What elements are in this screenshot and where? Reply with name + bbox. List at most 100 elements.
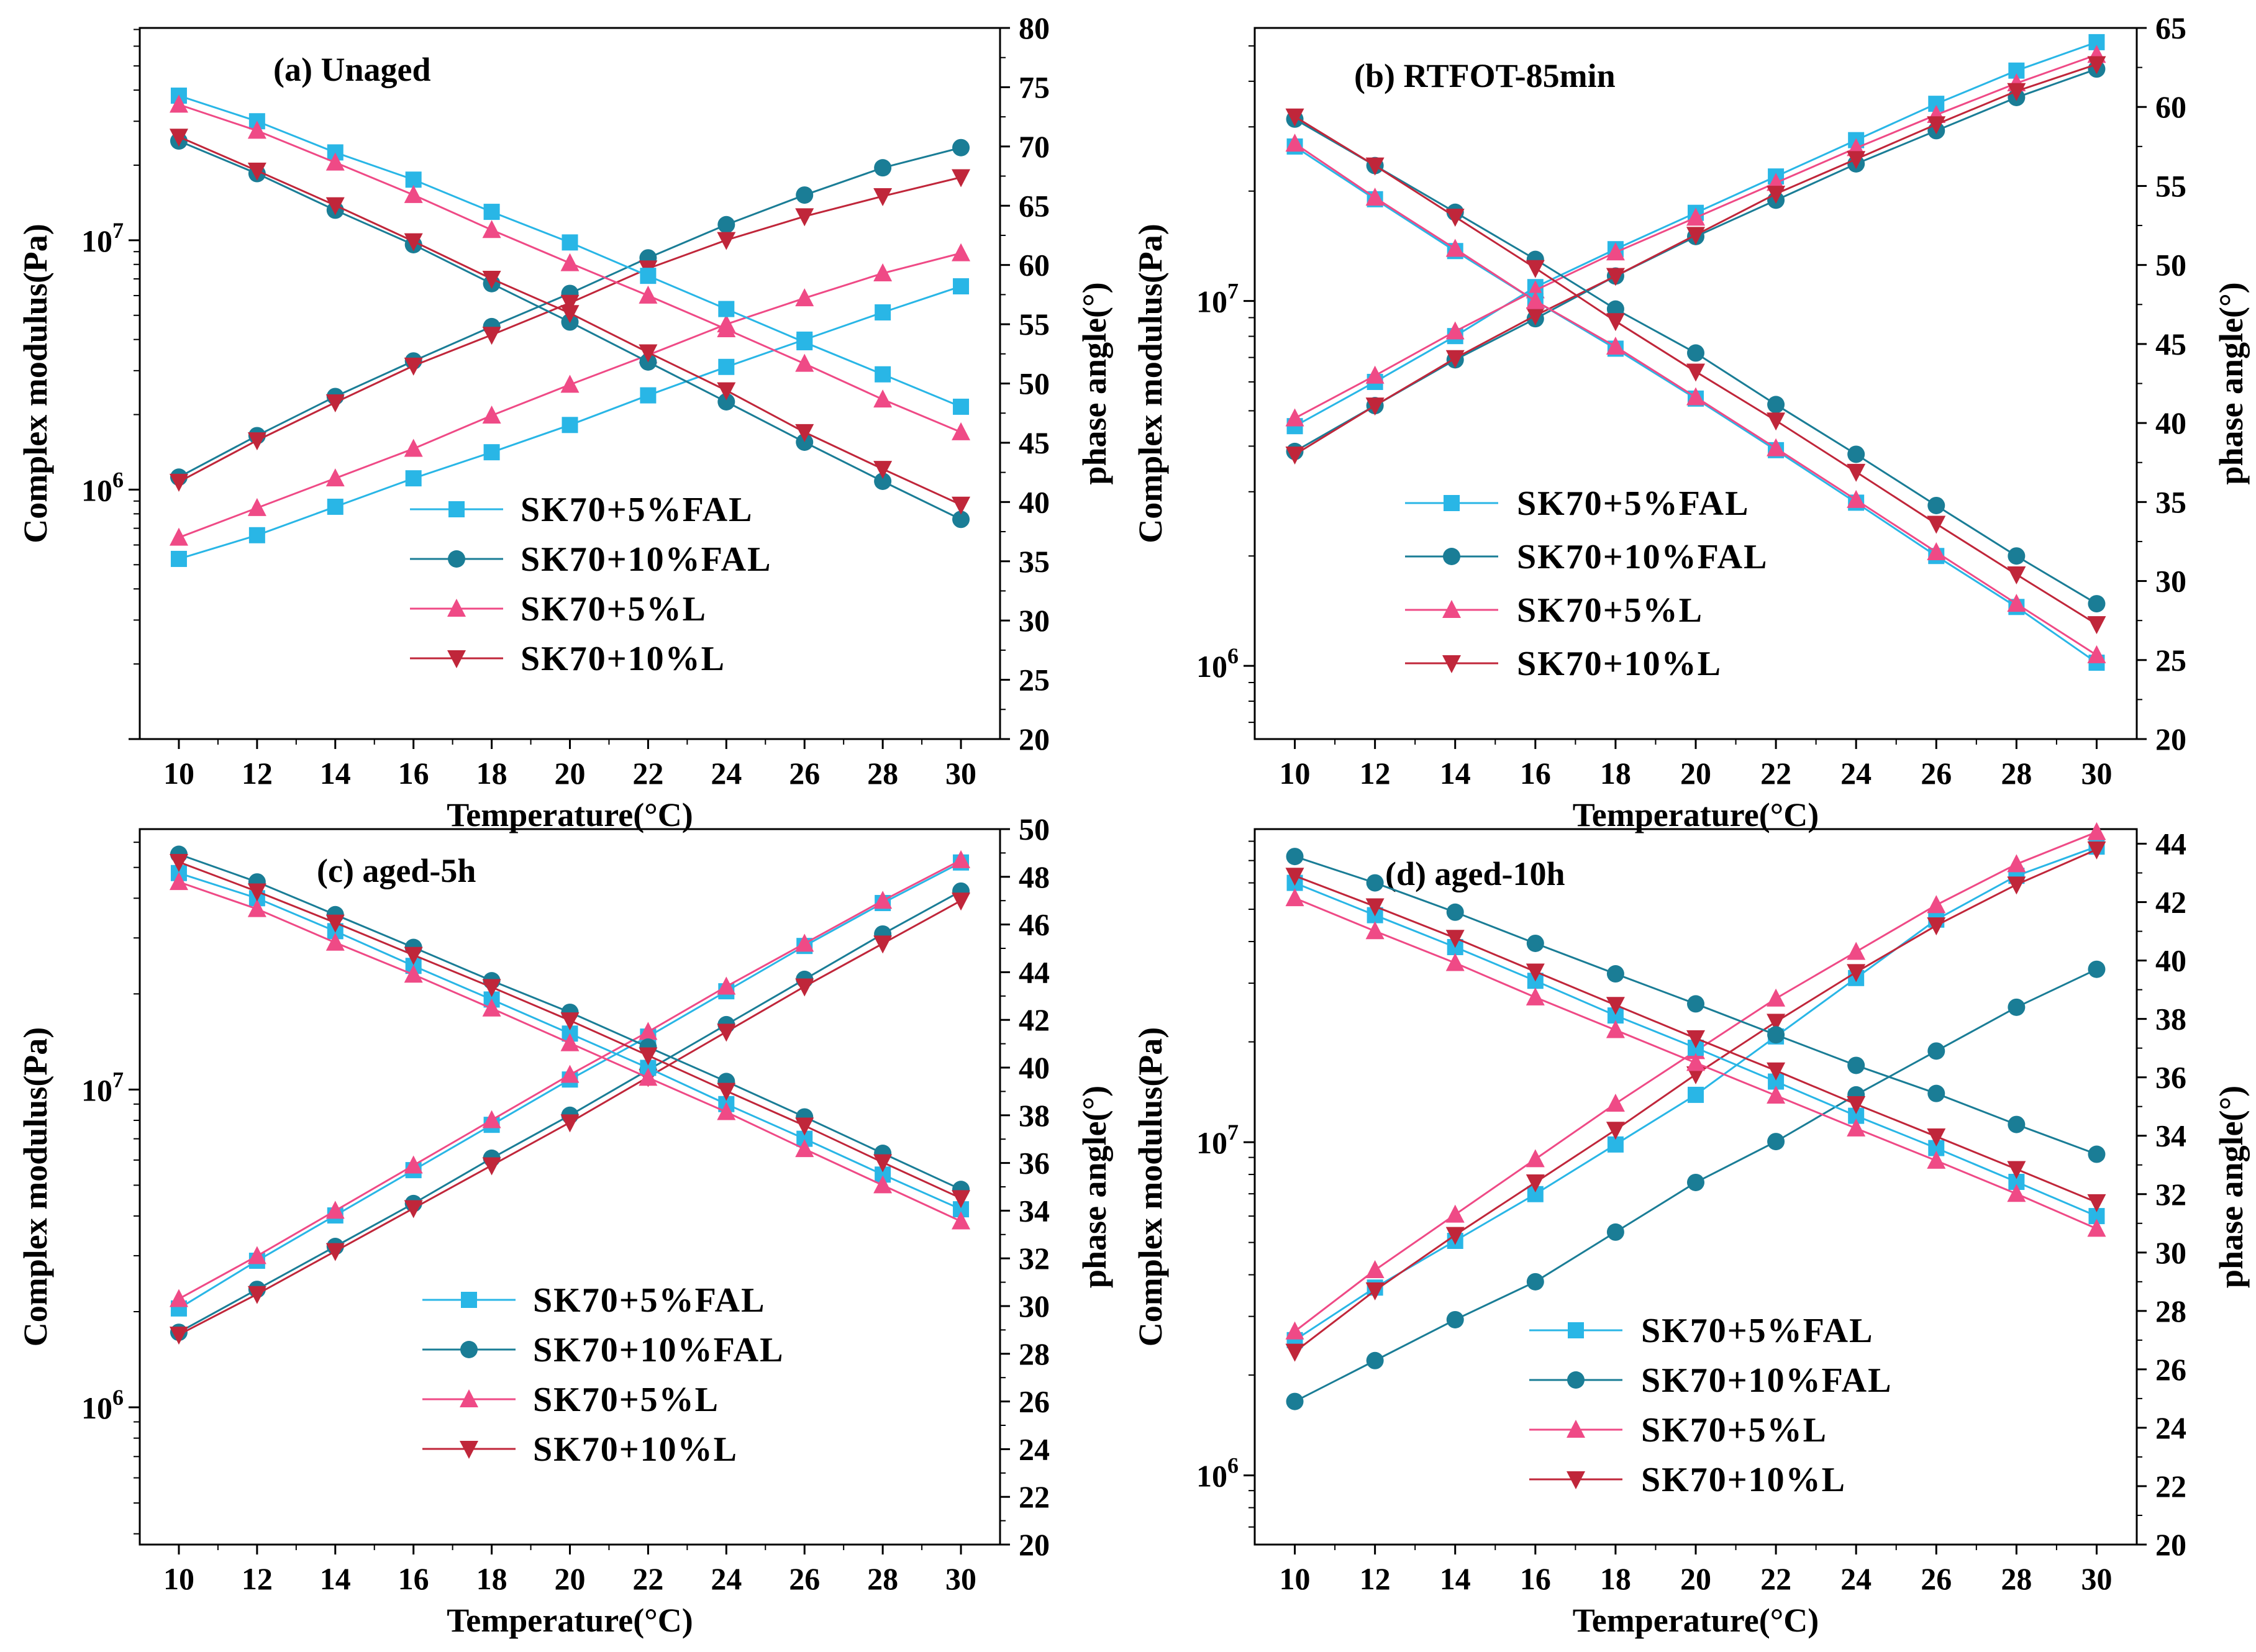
y2-tick-label: 34 xyxy=(1019,1193,1050,1228)
phase-data-point xyxy=(2088,960,2106,978)
y2-tick-label: 30 xyxy=(2155,564,2186,599)
modulus-data-point xyxy=(560,1012,580,1031)
y2-tick-label: 35 xyxy=(2155,484,2186,519)
x-tick-label: 22 xyxy=(632,1561,663,1596)
x-tick-label: 16 xyxy=(1520,756,1551,791)
x-tick-label: 18 xyxy=(1600,756,1631,791)
modulus-data-point xyxy=(795,353,814,372)
modulus-data-point xyxy=(717,1102,736,1120)
modulus-data-point xyxy=(1686,1053,1705,1071)
phase-data-point xyxy=(2007,83,2026,101)
modulus-data-point xyxy=(1286,848,1304,866)
phase-data-point xyxy=(1526,307,1545,326)
modulus-data-point xyxy=(1445,209,1465,227)
phase-data-point xyxy=(483,444,500,461)
modulus-data-point xyxy=(874,473,892,491)
modulus-data-point xyxy=(1285,888,1304,907)
phase-data-point xyxy=(1767,988,1786,1007)
modulus-data-point xyxy=(169,872,188,891)
legend-label: SK70+10%FAL xyxy=(1641,1361,1892,1400)
x-tick-label: 20 xyxy=(555,756,586,791)
modulus-data-point xyxy=(247,883,266,902)
x-tick-label: 18 xyxy=(1600,1561,1631,1596)
phase-data-point xyxy=(952,850,971,868)
modulus-data-point xyxy=(1767,438,1786,456)
modulus-data-point xyxy=(404,184,423,203)
modulus-data-point xyxy=(2087,1219,2106,1237)
legend-marker xyxy=(1567,1471,1585,1489)
y2-tick-label: 45 xyxy=(2155,327,2186,361)
phase-data-point xyxy=(1847,964,1866,983)
legend-label: SK70+10%L xyxy=(533,1430,738,1469)
phase-data-point xyxy=(2008,998,2026,1016)
modulus-data-point xyxy=(1927,1150,1946,1169)
phase-data-point xyxy=(169,473,188,492)
phase-data-point xyxy=(1285,1321,1304,1340)
modulus-data-point xyxy=(795,424,814,442)
y-axis-title: Complex modulus(Pa) xyxy=(17,224,54,543)
y2-tick-label: 26 xyxy=(2155,1352,2186,1387)
modulus-data-point xyxy=(560,253,580,271)
phase-data-point xyxy=(325,1200,345,1219)
y2-tick-label: 40 xyxy=(2155,943,2186,978)
modulus-data-point xyxy=(1606,1020,1625,1038)
modulus-data-point xyxy=(404,946,423,965)
modulus-data-point xyxy=(1526,963,1545,982)
modulus-data-point xyxy=(795,1139,814,1158)
phase-data-point xyxy=(873,263,893,282)
modulus-data-point xyxy=(1687,344,1704,362)
y2-tick-label: 50 xyxy=(1019,366,1050,401)
legend-marker xyxy=(1442,600,1461,618)
x-tick-label: 24 xyxy=(1840,1561,1872,1596)
x-tick-label: 26 xyxy=(789,1561,820,1596)
y2-tick-label: 35 xyxy=(1019,544,1050,579)
legend-marker xyxy=(1443,548,1460,565)
modulus-data-point xyxy=(560,1033,580,1051)
modulus-data-point xyxy=(717,382,736,401)
phase-data-point xyxy=(1526,1273,1544,1291)
phase-data-point xyxy=(562,417,578,433)
phase-data-point xyxy=(169,1289,188,1307)
modulus-data-point xyxy=(639,1068,658,1086)
x-tick-label: 30 xyxy=(945,1561,976,1596)
phase-data-point xyxy=(1365,397,1385,416)
modulus-data-point xyxy=(2088,1145,2106,1163)
modulus-data-point xyxy=(1767,1062,1786,1081)
modulus-data-point xyxy=(325,914,345,933)
modulus-data-point xyxy=(1847,1118,1866,1137)
y2-tick-label: 34 xyxy=(2155,1119,2186,1153)
modulus-data-point xyxy=(1927,515,1946,534)
phase-data-point xyxy=(247,497,266,516)
phase-data-point xyxy=(1366,1351,1384,1369)
phase-data-point xyxy=(1686,207,1705,226)
phase-data-point xyxy=(404,357,423,376)
y2-tick-label: 38 xyxy=(1019,1098,1050,1133)
phase-data-point xyxy=(717,1023,736,1042)
x-tick-label: 22 xyxy=(632,756,663,791)
x-tick-label: 28 xyxy=(867,1561,898,1596)
phase-data-point xyxy=(1927,895,1946,914)
phase-data-point xyxy=(404,1200,423,1219)
legend-marker xyxy=(1567,1371,1585,1389)
modulus-data-point xyxy=(796,334,813,351)
modulus-data-point xyxy=(717,393,735,411)
x-tick-label: 12 xyxy=(242,1561,273,1596)
modulus-data-point xyxy=(1365,921,1385,940)
x-tick-label: 18 xyxy=(476,756,507,791)
phase-data-point xyxy=(405,470,422,487)
x-tick-label: 28 xyxy=(867,756,898,791)
x-tick-label: 30 xyxy=(2081,1561,2112,1596)
modulus-data-point xyxy=(873,1175,893,1194)
x-tick-label: 16 xyxy=(398,756,429,791)
modulus-data-point xyxy=(795,1117,814,1136)
modulus-data-point xyxy=(952,1211,971,1230)
y-axis-title: Complex modulus(Pa) xyxy=(1132,1027,1169,1347)
phase-data-point xyxy=(560,1064,580,1083)
x-tick-label: 12 xyxy=(1360,756,1391,791)
modulus-data-point xyxy=(2007,1184,2026,1202)
phase-data-point xyxy=(2007,876,2026,895)
phase-data-point xyxy=(1286,1392,1304,1410)
y2-tick-label: 40 xyxy=(1019,1050,1050,1085)
phase-data-point xyxy=(169,527,188,546)
modulus-data-point xyxy=(482,220,501,238)
